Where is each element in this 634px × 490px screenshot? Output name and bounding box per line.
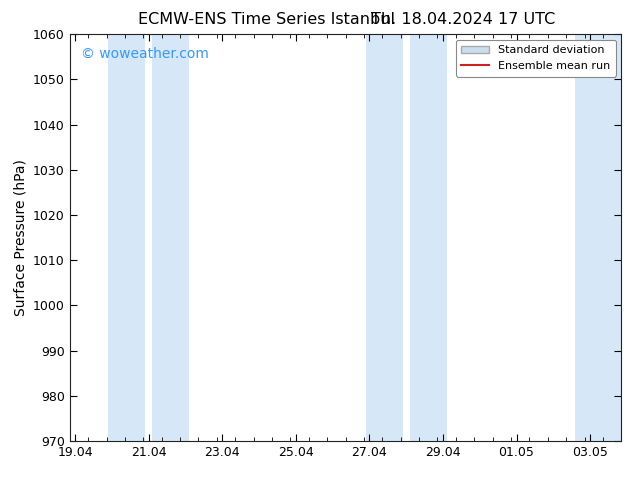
Text: © woweather.com: © woweather.com	[81, 47, 209, 60]
Y-axis label: Surface Pressure (hPa): Surface Pressure (hPa)	[13, 159, 27, 316]
Bar	[152, 34, 189, 441]
Bar	[410, 34, 446, 441]
Bar	[575, 34, 621, 441]
Text: Th. 18.04.2024 17 UTC: Th. 18.04.2024 17 UTC	[371, 12, 555, 27]
Bar	[108, 34, 145, 441]
Legend: Standard deviation, Ensemble mean run: Standard deviation, Ensemble mean run	[456, 40, 616, 76]
Bar	[366, 34, 403, 441]
Text: ECMW-ENS Time Series Istanbul: ECMW-ENS Time Series Istanbul	[138, 12, 395, 27]
